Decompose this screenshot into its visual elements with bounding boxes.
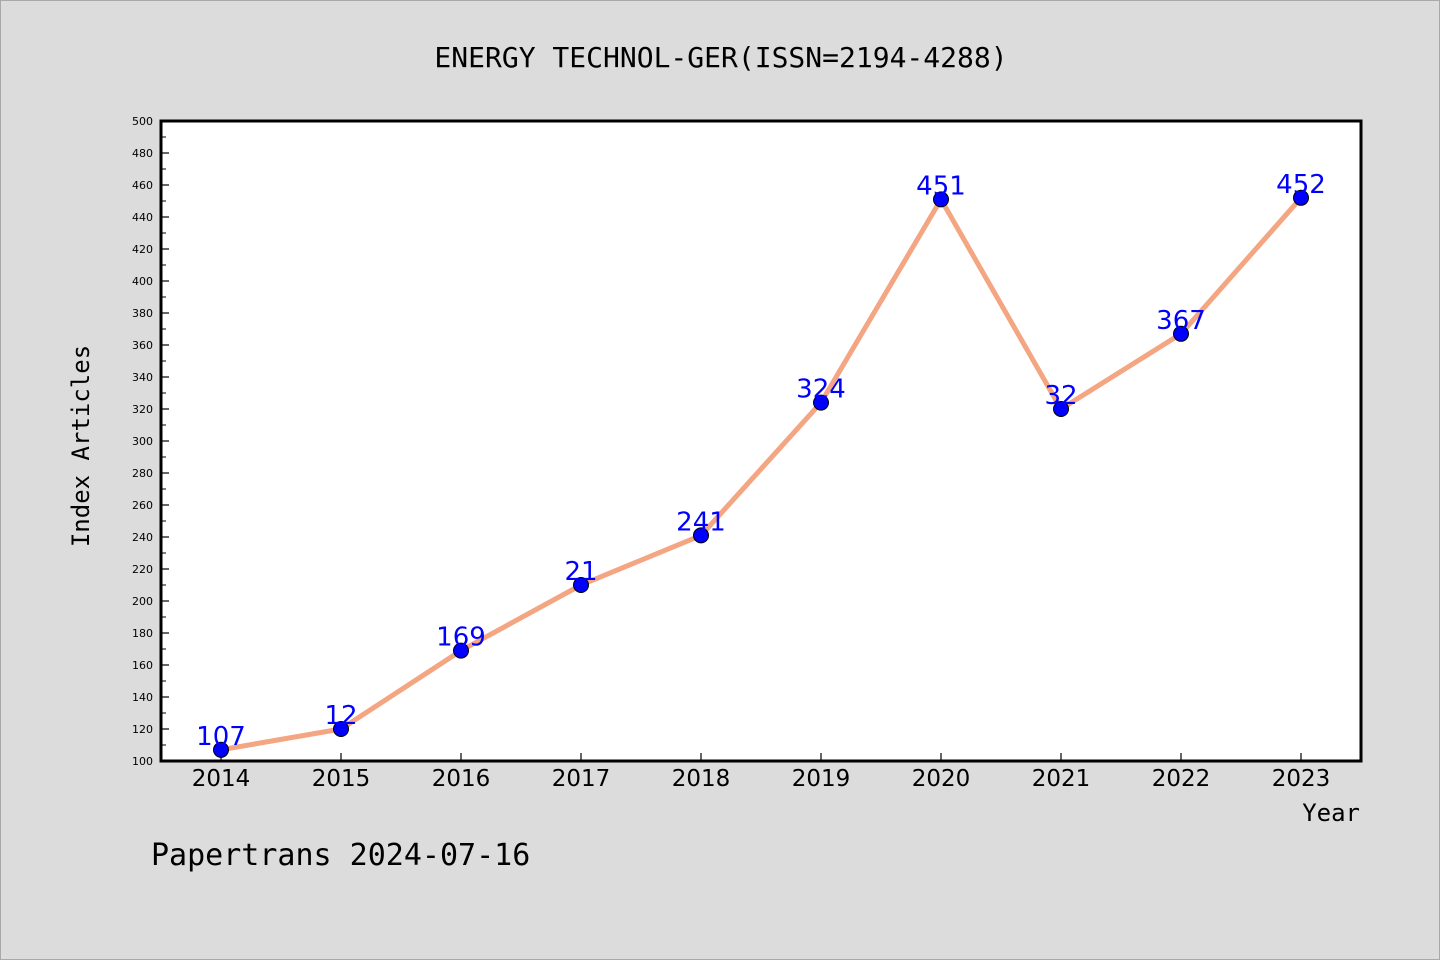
data-label: 367: [1156, 306, 1206, 336]
plot-area: [161, 121, 1361, 761]
plot-frame: [159, 119, 1363, 763]
x-axis-ticks: 2014 2015 2016 2017 2018 2019 2020 2021 2022 2023: [192, 753, 1331, 792]
data-point: [333, 721, 349, 737]
data-label: 451: [916, 171, 966, 201]
y-tick-label: 180: [132, 627, 153, 640]
x-tick-label: 2020: [912, 766, 971, 792]
data-point: [453, 642, 469, 659]
data-label: 452: [1276, 170, 1326, 200]
data-label: 169: [436, 623, 486, 653]
data-point: [813, 394, 829, 411]
y-tick-label: 220: [132, 563, 153, 576]
x-tick-label: 2017: [552, 766, 611, 792]
x-tick-label: 2022: [1152, 766, 1211, 792]
data-point: [213, 741, 229, 758]
y-tick-label: 300: [132, 435, 153, 448]
data-label: 21: [564, 557, 597, 587]
y-tick-label: 160: [132, 659, 153, 672]
data-label: 12: [324, 701, 357, 731]
x-tick-label: 2015: [312, 766, 371, 792]
data-point: [1173, 325, 1189, 342]
data-point: [933, 191, 949, 208]
y-tick-label: 280: [132, 467, 153, 480]
data-label: 241: [676, 507, 726, 537]
data-label: 32: [1044, 381, 1077, 411]
y-tick-label: 460: [132, 179, 153, 192]
x-tick-label: 2014: [192, 766, 251, 792]
x-axis-label: Year: [1302, 799, 1360, 827]
y-tick-label: 480: [132, 147, 153, 160]
y-tick-label: 340: [132, 371, 153, 384]
y-axis-ticks: 100 120 140 160 180 200 220 240 260 280 300 320 340 3…: [132, 115, 169, 768]
data-point: [1053, 401, 1069, 417]
y-tick-label: 140: [132, 691, 153, 704]
y-tick-label: 500: [132, 115, 153, 128]
data-point: [1293, 189, 1309, 206]
y-tick-label: 120: [132, 723, 153, 736]
y-tick-label: 260: [132, 499, 153, 512]
y-tick-label: 200: [132, 595, 153, 608]
x-tick-label: 2023: [1272, 766, 1331, 792]
data-point: [693, 527, 709, 544]
x-tick-label: 2019: [792, 766, 851, 792]
series-layer: 107 12 169 21 241 324 451 32 367 452: [196, 170, 1326, 758]
y-tick-label: 360: [132, 339, 153, 352]
chart-title: ENERGY TECHNOL-GER(ISSN=2194-4288): [434, 41, 1007, 74]
y-tick-label: 100: [132, 755, 153, 768]
x-tick-label: 2018: [672, 766, 731, 792]
y-axis-label: Index Articles: [67, 345, 95, 547]
y-tick-label: 320: [132, 403, 153, 416]
data-label: 107: [196, 722, 246, 752]
y-tick-label: 440: [132, 211, 153, 224]
data-point: [573, 577, 589, 593]
y-tick-label: 240: [132, 531, 153, 544]
x-tick-label: 2016: [432, 766, 491, 792]
series-line: [218, 195, 1304, 753]
y-tick-label: 400: [132, 275, 153, 288]
footer-credit: Papertrans 2024-07-16: [151, 838, 530, 873]
y-tick-label: 380: [132, 307, 153, 320]
data-label: 324: [796, 375, 846, 405]
y-tick-label: 420: [132, 243, 153, 256]
x-tick-label: 2021: [1032, 766, 1091, 792]
